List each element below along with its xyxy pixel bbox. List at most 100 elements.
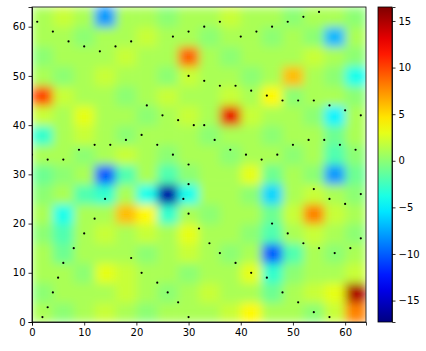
particle xyxy=(261,158,263,160)
heatmap-cell xyxy=(178,263,199,283)
heatmap-cell xyxy=(32,243,53,263)
particle xyxy=(78,149,80,151)
heatmap-cell xyxy=(178,7,199,27)
heatmap-cell xyxy=(303,46,324,66)
heatmap-cell xyxy=(345,302,366,322)
heatmap-cell xyxy=(157,66,178,86)
particle xyxy=(146,104,148,106)
heatmap-cell xyxy=(53,165,74,185)
heatmap-cell xyxy=(199,184,220,204)
heatmap-cell xyxy=(32,263,53,283)
heatmap-cell xyxy=(303,66,324,86)
particle xyxy=(198,227,200,229)
heatmap-cell xyxy=(345,86,366,106)
tick: 0 xyxy=(29,322,35,338)
heatmap-cell xyxy=(303,27,324,47)
particle xyxy=(287,21,289,23)
particle xyxy=(172,154,174,156)
heatmap-cell xyxy=(262,283,283,303)
particles xyxy=(32,11,362,318)
heatmap-cell xyxy=(324,125,345,145)
heatmap-cell xyxy=(53,184,74,204)
tick-label: 60 xyxy=(13,21,26,32)
tick: 40 xyxy=(235,322,248,338)
heatmap-cell xyxy=(136,105,157,125)
particle xyxy=(73,247,75,249)
heatmap-cell xyxy=(157,46,178,66)
heatmap-cell xyxy=(178,184,199,204)
axis-line xyxy=(33,323,367,326)
heatmap-cell xyxy=(324,184,345,204)
particle xyxy=(360,237,362,239)
plot-area xyxy=(32,7,366,322)
particle xyxy=(313,311,315,313)
heatmap-cell xyxy=(157,263,178,283)
heatmap-cell xyxy=(95,204,116,224)
heatmap-cell xyxy=(262,46,283,66)
tick-mark xyxy=(29,273,33,274)
particle xyxy=(182,198,184,200)
heatmap-cell xyxy=(116,105,137,125)
heatmap-cell xyxy=(53,263,74,283)
particle xyxy=(109,144,111,146)
heatmap-cell xyxy=(220,27,241,47)
heatmap-cell xyxy=(345,224,366,244)
tick: 20 xyxy=(131,322,144,338)
heatmap-cell xyxy=(324,302,345,322)
heatmap-cell xyxy=(95,145,116,165)
heatmap-cell xyxy=(157,86,178,106)
heatmap-cell xyxy=(345,7,366,27)
particle xyxy=(94,218,96,220)
particle xyxy=(83,232,85,234)
heatmap-cell xyxy=(74,283,95,303)
tick-mark xyxy=(241,322,242,326)
heatmap-cell xyxy=(345,243,366,263)
heatmap-cell xyxy=(116,283,137,303)
heatmap-cell xyxy=(136,184,157,204)
heatmap-cell xyxy=(241,263,262,283)
particle xyxy=(266,94,268,96)
heatmap-cell xyxy=(53,86,74,106)
heatmap-cell xyxy=(53,243,74,263)
particle xyxy=(318,11,320,13)
heatmap-cell xyxy=(262,302,283,322)
tick-label: 60 xyxy=(339,327,352,338)
heatmap-cell xyxy=(303,263,324,283)
heatmap-cell xyxy=(95,105,116,125)
heatmap-cell xyxy=(178,27,199,47)
heatmap-cell xyxy=(283,204,304,224)
particle xyxy=(36,21,38,23)
heatmap-cell xyxy=(32,204,53,224)
particle xyxy=(62,262,64,264)
heatmap-cell xyxy=(32,125,53,145)
heatmap-cell xyxy=(262,66,283,86)
tick: 60 xyxy=(339,322,352,338)
heatmap-cell xyxy=(262,243,283,263)
tick-label: 10 xyxy=(13,267,26,278)
heatmap-cell xyxy=(283,105,304,125)
heatmap-cell xyxy=(74,184,95,204)
particle xyxy=(41,316,43,318)
heatmap-cell xyxy=(262,165,283,185)
tick: 30 xyxy=(13,169,32,180)
tick-mark xyxy=(29,322,33,323)
tick-mark xyxy=(392,21,396,22)
particle xyxy=(302,242,304,244)
heatmap-cell xyxy=(262,224,283,244)
heatmap-cell xyxy=(220,283,241,303)
heatmap-cell xyxy=(178,165,199,185)
particle xyxy=(52,31,54,33)
heatmap-cell xyxy=(53,224,74,244)
heatmap-cell xyxy=(178,66,199,86)
heatmap-cell xyxy=(116,263,137,283)
heatmap-cell xyxy=(32,7,53,27)
particle xyxy=(187,163,189,165)
heatmap-cell xyxy=(220,125,241,145)
heatmap-cell xyxy=(32,224,53,244)
heatmap-cell xyxy=(303,145,324,165)
particle xyxy=(281,99,283,101)
heatmap-cell xyxy=(32,165,53,185)
heatmap-cell xyxy=(345,145,366,165)
particle xyxy=(360,114,362,116)
heatmap-cell xyxy=(241,165,262,185)
